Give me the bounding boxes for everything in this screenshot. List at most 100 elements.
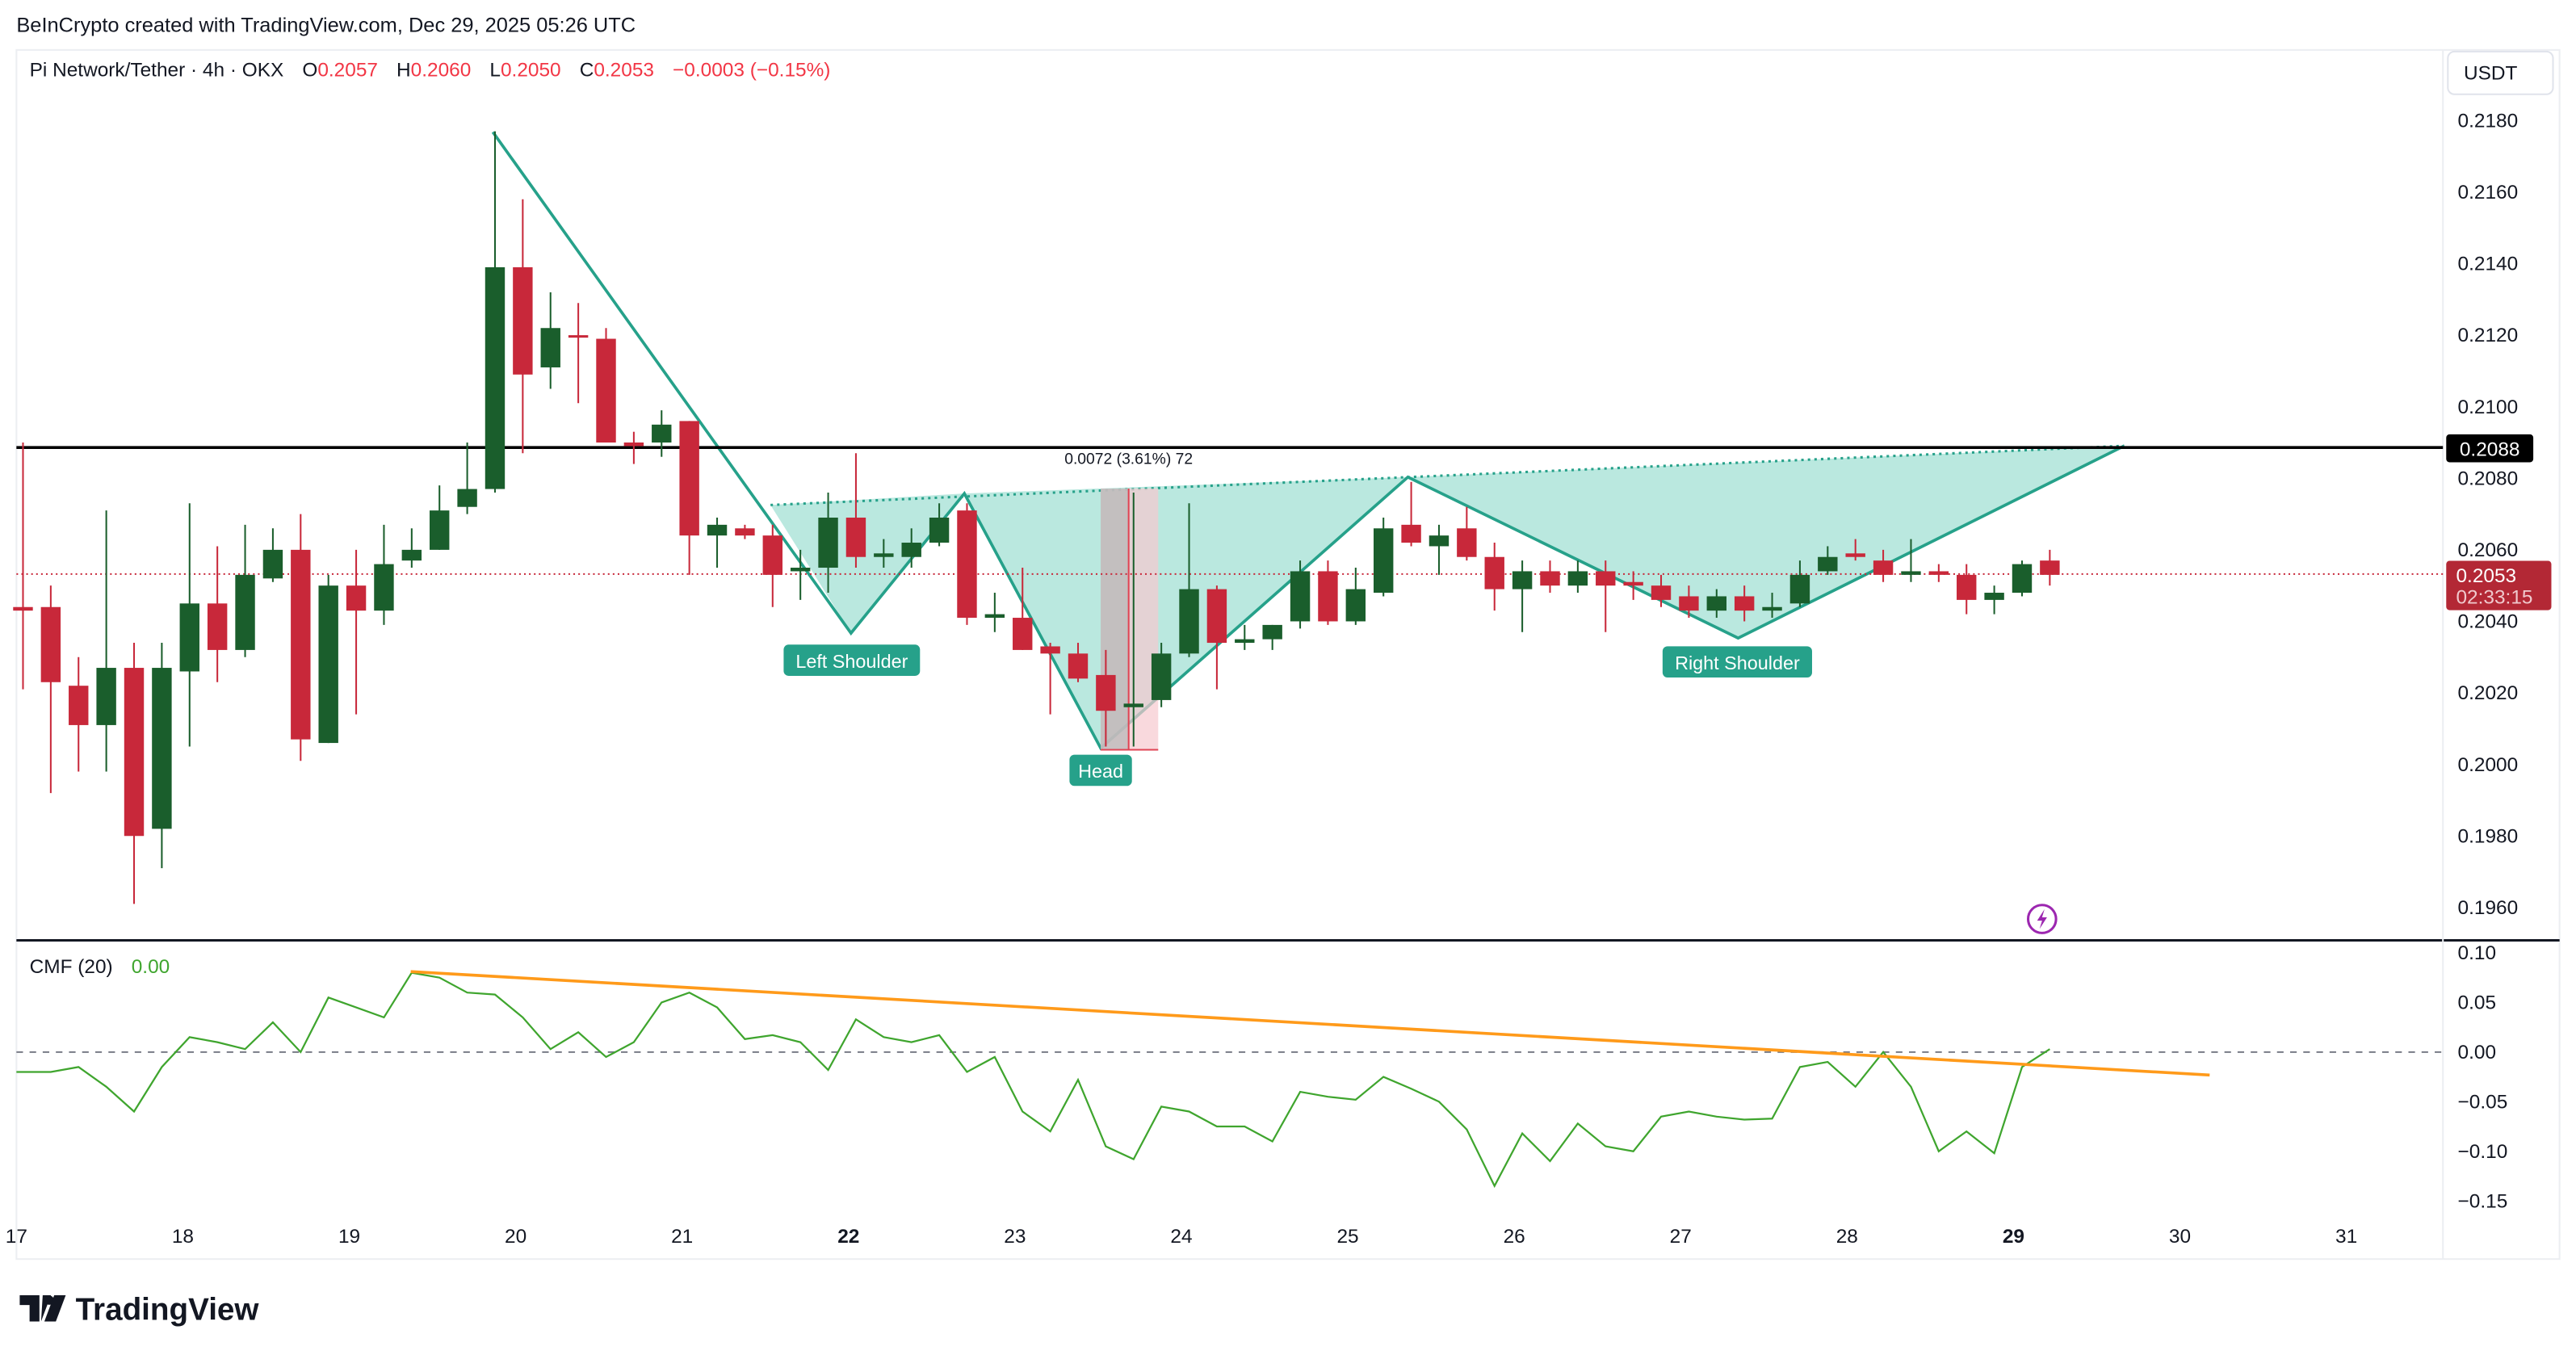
candle — [1206, 585, 1227, 690]
last-price-label: 0.2053 02:33:15 — [2446, 560, 2552, 610]
time-tick: 31 — [2335, 1226, 2357, 1248]
candle — [1318, 560, 1338, 625]
candle-body — [901, 543, 921, 557]
cmf-tick: −0.15 — [2458, 1190, 2508, 1212]
cmf-axis[interactable]: 0.10 0.05 0.00 −0.05 −0.10 −0.15 — [2458, 942, 2508, 1212]
candle — [1484, 543, 1504, 611]
price-axis[interactable]: 0.2180 0.2160 0.2140 0.2120 0.2100 0.2080 0.20… — [2458, 110, 2519, 919]
price-tick: 0.2180 — [2458, 110, 2519, 132]
candle — [2040, 549, 2060, 586]
candle-body — [1290, 571, 1311, 622]
time-tick: 27 — [1670, 1226, 1692, 1248]
candle — [790, 549, 811, 600]
candle — [485, 131, 506, 493]
candle-body — [1957, 574, 1977, 600]
time-axis[interactable]: 17 18 19 20 21 22 23 24 25 26 27 28 29 30 31 — [6, 1226, 2357, 1248]
candle — [235, 524, 255, 657]
svg-text:Head: Head — [1078, 761, 1123, 782]
candle-body — [1040, 646, 1060, 654]
cmf-tick: −0.05 — [2458, 1091, 2508, 1113]
candle-body — [96, 668, 116, 725]
candle — [1734, 585, 1755, 622]
time-tick: 17 — [6, 1226, 27, 1248]
candle — [40, 585, 61, 794]
candle — [957, 503, 977, 625]
logo-text: TradingView — [76, 1292, 260, 1327]
candle — [540, 292, 560, 389]
candle-body — [513, 266, 533, 375]
candle — [152, 643, 172, 869]
neckline — [770, 444, 2125, 506]
price-tick: 0.2080 — [2458, 468, 2519, 489]
candle — [596, 328, 616, 443]
time-tick: 30 — [2169, 1226, 2191, 1248]
candle-body — [1651, 585, 1672, 600]
time-tick: 28 — [1836, 1226, 1858, 1248]
candle-body — [1734, 596, 1755, 611]
candle — [1512, 560, 1533, 632]
candle — [1235, 624, 1255, 650]
candle-body — [430, 510, 450, 550]
candle-body — [1457, 528, 1477, 557]
candle — [346, 549, 367, 715]
candle — [1096, 649, 1116, 747]
candle-body — [1818, 556, 1838, 572]
candle-body — [679, 421, 699, 536]
candle-body — [1123, 703, 1143, 707]
candle — [179, 503, 199, 747]
candle — [374, 524, 394, 625]
candle-body — [13, 606, 33, 611]
candle — [262, 528, 283, 582]
candle — [707, 518, 728, 568]
candles — [13, 131, 2060, 904]
candle — [1762, 593, 1782, 619]
candle — [13, 442, 33, 690]
cmf-trendline[interactable] — [410, 970, 2210, 1077]
candle-body — [845, 518, 866, 557]
candle-body — [1873, 560, 1894, 575]
tradingview-logo[interactable]: TradingView — [19, 1292, 259, 1327]
candle-body — [1068, 653, 1089, 679]
time-tick: 29 — [2003, 1226, 2024, 1248]
currency-button[interactable]: USDT — [2447, 50, 2554, 95]
candle-body — [1762, 606, 1782, 611]
price-tick: 0.2120 — [2458, 325, 2519, 346]
candle — [1623, 571, 1643, 600]
candle-body — [1623, 581, 1643, 586]
lightning-icon[interactable] — [2026, 904, 2058, 934]
candle-body — [1429, 535, 1450, 547]
candle-body — [929, 518, 950, 543]
svg-text:Left Shoulder: Left Shoulder — [795, 651, 908, 672]
price-tick: 0.2140 — [2458, 254, 2519, 275]
candle-body — [818, 518, 838, 568]
svg-text:0.2053: 0.2053 — [2456, 565, 2516, 587]
candle-body — [623, 442, 644, 447]
candle — [1596, 560, 1616, 632]
candle — [430, 485, 450, 550]
candle-body — [1373, 528, 1394, 594]
currency-label: USDT — [2464, 62, 2518, 84]
candle-body — [957, 510, 977, 619]
candle-body — [1928, 571, 1949, 575]
candle-body — [568, 335, 589, 338]
price-tick: 0.2160 — [2458, 182, 2519, 203]
candle — [874, 539, 894, 568]
candle-body — [291, 549, 311, 740]
candle — [1540, 560, 1560, 594]
candle-body — [1401, 524, 1421, 543]
candle-body — [1151, 653, 1172, 700]
candle — [735, 524, 755, 539]
candle — [69, 657, 89, 772]
time-tick: 19 — [338, 1226, 360, 1248]
cmf-tick: −0.10 — [2458, 1141, 2508, 1163]
candle — [984, 593, 1005, 632]
candle — [291, 514, 311, 761]
candle — [1901, 539, 1921, 582]
candle-body — [1540, 571, 1560, 586]
candle-body — [1484, 556, 1504, 589]
candle — [1873, 549, 1894, 582]
candle — [1567, 560, 1588, 594]
candle — [1040, 643, 1060, 715]
